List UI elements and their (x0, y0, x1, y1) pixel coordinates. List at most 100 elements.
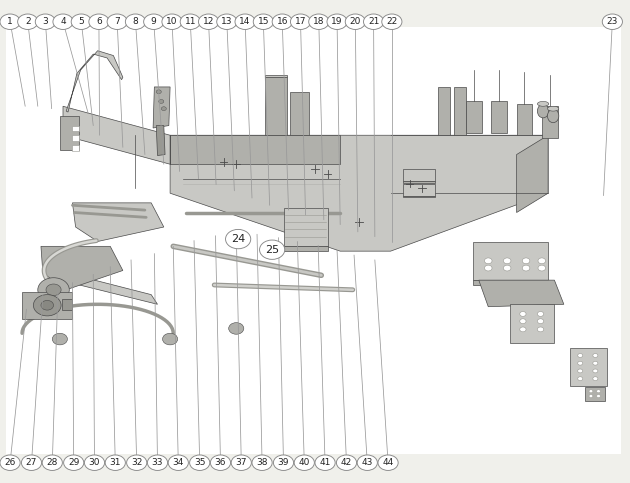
Text: 44: 44 (382, 458, 394, 467)
Text: 6: 6 (96, 17, 102, 26)
Polygon shape (284, 208, 328, 246)
Polygon shape (63, 106, 170, 164)
Text: 42: 42 (341, 458, 352, 467)
Circle shape (125, 14, 146, 29)
Circle shape (578, 354, 583, 357)
Circle shape (35, 14, 55, 29)
Text: 39: 39 (278, 458, 289, 467)
Circle shape (520, 327, 526, 332)
Circle shape (217, 14, 237, 29)
Circle shape (252, 455, 272, 470)
Polygon shape (403, 196, 435, 197)
Circle shape (537, 319, 544, 324)
Circle shape (38, 278, 69, 302)
Circle shape (593, 369, 598, 373)
Circle shape (41, 300, 54, 310)
Text: 21: 21 (368, 17, 379, 26)
Text: 26: 26 (4, 458, 16, 467)
Circle shape (597, 395, 600, 398)
Polygon shape (284, 246, 328, 251)
Circle shape (33, 295, 61, 316)
Text: 34: 34 (173, 458, 184, 467)
Circle shape (336, 455, 357, 470)
Text: 40: 40 (299, 458, 310, 467)
Text: 8: 8 (132, 17, 139, 26)
Circle shape (64, 455, 84, 470)
Polygon shape (472, 242, 548, 280)
Circle shape (345, 14, 365, 29)
Polygon shape (290, 92, 309, 135)
Circle shape (378, 455, 398, 470)
Text: 16: 16 (277, 17, 288, 26)
Polygon shape (510, 304, 554, 343)
Circle shape (0, 455, 20, 470)
Text: 20: 20 (350, 17, 361, 26)
Polygon shape (472, 280, 548, 285)
Polygon shape (72, 145, 79, 151)
Polygon shape (170, 135, 548, 251)
Polygon shape (22, 292, 72, 319)
Polygon shape (403, 184, 435, 196)
Circle shape (161, 107, 166, 111)
Circle shape (597, 390, 600, 393)
Text: 32: 32 (131, 458, 142, 467)
Text: 12: 12 (203, 17, 214, 26)
Text: 15: 15 (258, 17, 269, 26)
FancyBboxPatch shape (6, 27, 621, 454)
Polygon shape (542, 106, 558, 138)
Polygon shape (72, 126, 79, 131)
Circle shape (593, 354, 598, 357)
Text: 11: 11 (185, 17, 196, 26)
Text: 24: 24 (231, 234, 245, 244)
Text: 31: 31 (110, 458, 121, 467)
Text: 5: 5 (78, 17, 84, 26)
Circle shape (260, 240, 285, 259)
Text: 2: 2 (25, 17, 30, 26)
Circle shape (602, 14, 622, 29)
Circle shape (273, 455, 294, 470)
Text: 30: 30 (89, 458, 100, 467)
Polygon shape (156, 126, 165, 156)
Ellipse shape (537, 104, 549, 118)
Circle shape (309, 14, 329, 29)
Polygon shape (466, 101, 482, 133)
Text: 33: 33 (152, 458, 163, 467)
Circle shape (84, 455, 105, 470)
Circle shape (382, 14, 402, 29)
Text: 36: 36 (215, 458, 226, 467)
Text: 18: 18 (313, 17, 324, 26)
Text: 13: 13 (221, 17, 232, 26)
Text: 4: 4 (60, 17, 66, 26)
Circle shape (46, 284, 61, 296)
Polygon shape (60, 116, 79, 150)
Circle shape (226, 229, 251, 249)
Circle shape (589, 395, 593, 398)
Text: 43: 43 (362, 458, 373, 467)
Circle shape (52, 333, 67, 345)
Polygon shape (47, 268, 158, 304)
Circle shape (503, 258, 511, 264)
Circle shape (522, 258, 530, 264)
Circle shape (235, 14, 255, 29)
Polygon shape (438, 87, 450, 135)
Text: 1: 1 (7, 17, 13, 26)
Polygon shape (403, 169, 435, 181)
Circle shape (21, 455, 42, 470)
Circle shape (522, 265, 530, 271)
Circle shape (578, 377, 583, 381)
Text: 14: 14 (239, 17, 251, 26)
Circle shape (484, 258, 492, 264)
Circle shape (484, 265, 492, 271)
Text: 22: 22 (386, 17, 398, 26)
Text: 38: 38 (256, 458, 268, 467)
Circle shape (163, 333, 178, 345)
Text: 25: 25 (265, 245, 279, 255)
Polygon shape (41, 246, 123, 290)
Circle shape (315, 455, 335, 470)
Circle shape (105, 455, 125, 470)
Circle shape (144, 14, 164, 29)
Circle shape (537, 312, 544, 316)
Text: 28: 28 (47, 458, 58, 467)
Polygon shape (66, 51, 123, 112)
Circle shape (107, 14, 127, 29)
